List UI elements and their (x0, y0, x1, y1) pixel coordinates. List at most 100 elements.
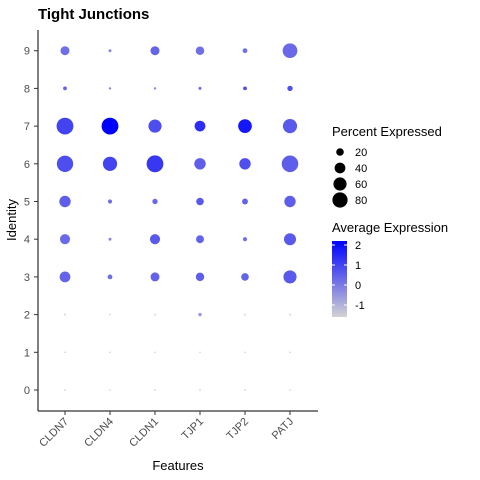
dot-cldn4-4 (108, 237, 112, 241)
size-legend-label: 80 (355, 195, 367, 207)
dot-tjp2-6 (239, 158, 251, 170)
dot-cldn4-6 (102, 156, 118, 171)
x-axis-label: Features (152, 458, 204, 473)
y-tick-label: 6 (24, 159, 30, 171)
dot-cldn7-5 (59, 195, 71, 208)
dot-patj-8 (287, 85, 293, 92)
size-legend-label: 60 (355, 179, 367, 191)
dot-tjp2-3 (241, 273, 249, 281)
y-axis-label: Identity (4, 199, 19, 241)
dot-cldn1-1 (154, 351, 156, 354)
dot-cldn4-5 (107, 199, 113, 204)
dot-tjp2-5 (242, 198, 248, 205)
dot-patj-2 (289, 313, 291, 316)
dot-cldn1-3 (150, 272, 160, 282)
dot-cldn7-0 (64, 389, 66, 391)
dot-cldn4-8 (108, 87, 112, 90)
size-legend-dot (332, 192, 348, 208)
dot-cldn1-6 (146, 155, 164, 173)
size-legend-label: 20 (355, 147, 367, 159)
dot-cldn7-6 (56, 155, 74, 172)
color-legend: Average Expression 2 1 0 -1 (332, 220, 448, 317)
color-legend-label: 0 (355, 280, 361, 292)
dot-cldn7-3 (59, 271, 71, 283)
color-legend-label: -1 (355, 300, 365, 312)
dot-cldn4-1 (109, 351, 111, 354)
dot-tjp1-5 (196, 197, 204, 206)
dot-cldn4-3 (107, 274, 113, 280)
dot-tjp1-7 (194, 120, 206, 132)
dot-cldn4-2 (109, 313, 111, 316)
x-axis-ticks: CLDN7 CLDN4 CLDN1 TJP1 TJP2 PATJ (37, 411, 296, 450)
dot-cldn1-0 (154, 389, 156, 391)
y-tick-label: 3 (24, 272, 30, 284)
size-legend-dot (336, 148, 344, 156)
dot-cldn7-1 (64, 351, 66, 354)
dot-cldn4-7 (101, 117, 119, 135)
y-tick-label: 7 (24, 121, 30, 133)
dot-patj-4 (283, 233, 297, 246)
dot-tjp1-0 (199, 389, 201, 391)
dot-cldn1-2 (154, 313, 156, 316)
dot-cldn1-5 (152, 198, 158, 205)
dot-tjp2-2 (244, 313, 246, 316)
dot-tjp1-8 (198, 86, 202, 90)
dot-tjp1-9 (195, 46, 205, 55)
color-legend-label: 1 (355, 260, 361, 272)
plot-area (56, 43, 299, 391)
size-legend-label: 40 (355, 163, 367, 175)
dot-patj-6 (281, 155, 299, 173)
dot-cldn1-8 (153, 87, 157, 90)
size-legend: Percent Expressed 20 40 60 80 (332, 124, 442, 208)
x-tick-label: TJP1 (179, 416, 206, 443)
color-legend-label: 2 (355, 240, 361, 252)
dot-cldn1-4 (149, 234, 161, 245)
dot-cldn7-2 (64, 313, 66, 316)
dot-tjp1-6 (194, 158, 206, 170)
dot-tjp2-0 (244, 389, 246, 391)
dot-tjp2-1 (244, 351, 246, 354)
size-legend-title: Percent Expressed (332, 124, 442, 139)
dot-tjp1-2 (198, 312, 202, 317)
x-tick-label: PATJ (270, 416, 296, 442)
dot-tjp2-7 (238, 119, 252, 133)
dot-patj-3 (283, 270, 297, 284)
x-tick-label: CLDN1 (127, 416, 161, 450)
dot-patj-5 (284, 195, 296, 208)
y-tick-label: 5 (24, 197, 30, 209)
dot-patj-0 (289, 389, 291, 391)
dot-patj-1 (289, 351, 291, 354)
color-legend-title: Average Expression (332, 220, 448, 235)
x-tick-label: CLDN7 (37, 416, 71, 450)
dot-cldn7-9 (60, 46, 70, 56)
dot-cldn7-4 (59, 234, 71, 245)
y-tick-label: 1 (24, 347, 30, 359)
dot-tjp2-9 (242, 48, 248, 54)
y-axis-ticks: 0 1 2 3 4 5 6 7 8 9 (24, 46, 38, 397)
x-tick-label: TJP2 (224, 416, 251, 443)
dot-cldn7-8 (63, 86, 67, 91)
x-tick-label: CLDN4 (82, 416, 116, 450)
dot-cldn7-7 (56, 117, 74, 135)
dot-tjp1-3 (195, 272, 205, 282)
y-tick-label: 4 (24, 234, 30, 246)
size-legend-dot (334, 162, 346, 174)
size-legend-dot (333, 177, 347, 191)
dot-cldn1-7 (148, 119, 162, 133)
y-tick-label: 0 (24, 385, 30, 397)
dot-cldn4-9 (108, 49, 112, 53)
dot-tjp1-1 (199, 351, 201, 354)
dot-patj-9 (282, 43, 298, 59)
dot-cldn4-0 (109, 389, 111, 391)
color-legend-bar (332, 241, 347, 317)
dot-tjp2-4 (242, 237, 248, 242)
dot-cldn1-9 (150, 46, 160, 56)
y-tick-label: 9 (24, 46, 30, 58)
chart-title: Tight Junctions (38, 6, 149, 23)
dot-tjp2-8 (243, 86, 247, 91)
dot-patj-7 (282, 118, 298, 134)
dot-tjp1-4 (196, 235, 204, 244)
y-tick-label: 2 (24, 310, 30, 322)
y-tick-label: 8 (24, 83, 30, 95)
